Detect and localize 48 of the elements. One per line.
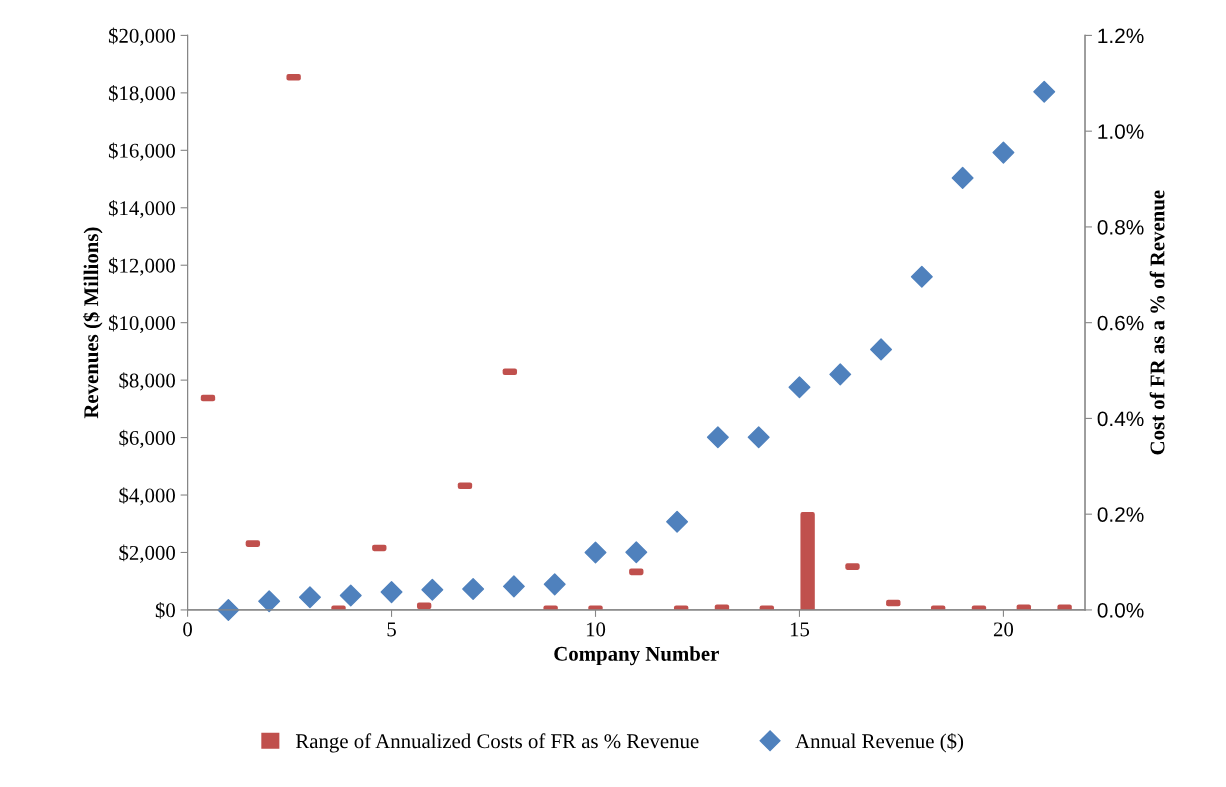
y2-tick-label: 1.2% <box>1098 28 1144 44</box>
y-tick-label: $20,000 <box>108 27 175 46</box>
y-tick-label: $2,000 <box>119 544 175 563</box>
point <box>951 166 974 189</box>
point <box>258 590 281 613</box>
y2-tick-label: 0.4% <box>1097 411 1144 427</box>
point <box>584 541 607 564</box>
y-tick-label: $10,000 <box>108 314 175 334</box>
point <box>666 510 689 533</box>
y2-tick-label: 1.0% <box>1098 124 1144 139</box>
point <box>870 338 893 361</box>
point <box>502 575 525 598</box>
y-tick-label: $12,000 <box>108 257 175 276</box>
point <box>625 541 648 564</box>
y-tick-label: $6,000 <box>119 429 175 448</box>
y-tick-label: $14,000 <box>108 199 175 219</box>
point <box>298 586 321 609</box>
x-axis-title: Company Number <box>554 646 719 666</box>
legend-label: Annual Revenue ($) <box>795 732 964 753</box>
point <box>829 363 852 386</box>
x-tick-label: 5 <box>387 622 396 637</box>
y2-tick-label: 0.6% <box>1097 315 1144 331</box>
point <box>747 426 770 449</box>
point <box>910 265 933 288</box>
point <box>339 584 362 607</box>
y2-tick-label: 0.8% <box>1097 219 1144 235</box>
point <box>543 573 566 596</box>
point <box>788 376 811 399</box>
y-tick-label: $8,000 <box>119 372 175 391</box>
y-tick-label: $16,000 <box>108 142 175 161</box>
point <box>706 426 729 449</box>
y-tick-label: $4,000 <box>119 487 175 506</box>
point <box>1033 80 1056 103</box>
y-tick-label: $0 <box>155 602 175 619</box>
point <box>992 141 1015 164</box>
y2-tick-label: 0.0% <box>1097 602 1144 618</box>
point <box>421 578 444 601</box>
x-tick-label: 15 <box>790 622 810 637</box>
point <box>380 581 403 604</box>
point <box>462 577 485 600</box>
y-tick-label: $18,000 <box>108 85 175 104</box>
y2-tick-label: 0.2% <box>1097 507 1144 522</box>
x-tick-label: 10 <box>586 622 606 637</box>
y-axis-title: Revenues ($ Millions) <box>82 227 103 419</box>
legend-label: Range of Annualized Costs of FR as % Revenue <box>295 733 699 753</box>
x-tick-label: 20 <box>993 622 1014 637</box>
y2-axis-title: Cost of FR as a % of Revenue <box>1149 190 1165 455</box>
x-tick-label: 0 <box>183 622 192 637</box>
